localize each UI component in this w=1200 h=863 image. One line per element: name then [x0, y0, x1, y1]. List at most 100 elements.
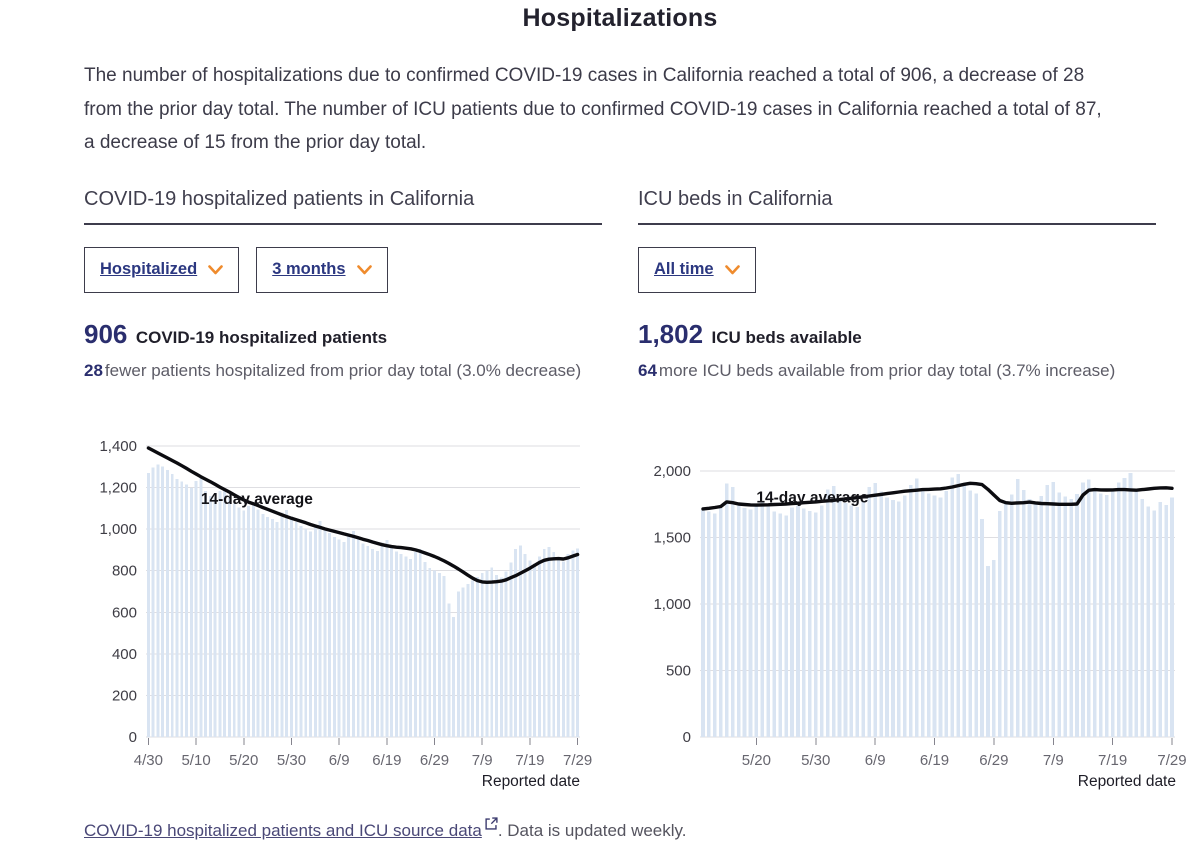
daily-bar[interactable] [825, 488, 830, 737]
daily-bar[interactable] [1152, 509, 1157, 737]
daily-bar[interactable] [557, 558, 561, 737]
daily-bar[interactable] [418, 548, 422, 737]
daily-bar[interactable] [914, 477, 919, 737]
daily-bar[interactable] [223, 487, 227, 737]
daily-bar[interactable] [1098, 493, 1103, 737]
daily-bar[interactable] [466, 583, 470, 737]
daily-bar[interactable] [180, 481, 184, 737]
daily-bar[interactable] [351, 530, 355, 737]
daily-bar[interactable] [873, 482, 877, 737]
daily-bar[interactable] [385, 539, 389, 737]
daily-bar[interactable] [1158, 501, 1162, 737]
daily-bar[interactable] [1093, 488, 1097, 737]
daily-bar[interactable] [294, 521, 298, 737]
daily-bar[interactable] [974, 493, 978, 737]
daily-bar[interactable] [1134, 488, 1139, 737]
daily-bar[interactable] [707, 511, 711, 737]
daily-bar[interactable] [289, 516, 293, 737]
daily-bar[interactable] [175, 478, 179, 737]
daily-bar[interactable] [843, 502, 848, 737]
daily-bar[interactable] [323, 527, 327, 737]
daily-bar[interactable] [514, 548, 518, 737]
daily-bar[interactable] [146, 472, 150, 737]
daily-bar[interactable] [796, 504, 800, 737]
daily-bar[interactable] [518, 544, 522, 737]
daily-bar[interactable] [1164, 504, 1168, 737]
daily-bar[interactable] [903, 495, 907, 737]
daily-bar[interactable] [1051, 481, 1056, 737]
daily-bar[interactable] [313, 524, 317, 737]
daily-bar[interactable] [433, 570, 437, 737]
daily-bar[interactable] [950, 476, 955, 737]
daily-bar[interactable] [356, 537, 360, 737]
daily-bar[interactable] [485, 569, 489, 737]
daily-bar[interactable] [156, 464, 160, 737]
daily-bar[interactable] [423, 561, 427, 737]
daily-bar[interactable] [218, 490, 222, 737]
daily-bar[interactable] [161, 465, 165, 737]
daily-bar[interactable] [509, 561, 513, 737]
daily-bar[interactable] [1027, 498, 1032, 737]
daily-bar[interactable] [304, 528, 308, 737]
daily-bar[interactable] [361, 543, 365, 737]
daily-bar[interactable] [1110, 490, 1115, 737]
daily-bar[interactable] [232, 503, 236, 737]
daily-bar[interactable] [347, 533, 351, 737]
daily-bar[interactable] [471, 580, 475, 737]
daily-bar[interactable] [1021, 489, 1026, 737]
daily-bar[interactable] [523, 553, 527, 737]
daily-bar[interactable] [802, 508, 806, 737]
daily-bar[interactable] [885, 497, 889, 737]
daily-bar[interactable] [962, 484, 967, 737]
daily-bar[interactable] [204, 490, 208, 737]
daily-bar[interactable] [194, 480, 198, 737]
daily-bar[interactable] [1003, 502, 1008, 737]
daily-bar[interactable] [428, 567, 432, 737]
daily-bar[interactable] [766, 505, 771, 737]
icu-time-range-dropdown[interactable]: All time [638, 246, 756, 293]
daily-bar[interactable] [275, 521, 279, 737]
daily-bar[interactable] [285, 509, 289, 737]
daily-bar[interactable] [849, 505, 854, 737]
daily-bar[interactable] [1015, 478, 1020, 737]
daily-bar[interactable] [528, 560, 532, 737]
time-range-dropdown[interactable]: 3 months [256, 246, 388, 293]
daily-bar[interactable] [542, 548, 546, 737]
daily-bar[interactable] [992, 559, 996, 737]
daily-bar[interactable] [1033, 500, 1038, 737]
daily-bar[interactable] [318, 520, 322, 737]
daily-bar[interactable] [371, 548, 375, 737]
daily-bar[interactable] [831, 485, 836, 737]
daily-bar[interactable] [986, 565, 990, 737]
daily-bar[interactable] [237, 506, 241, 737]
daily-bar[interactable] [1039, 495, 1044, 737]
daily-bar[interactable] [576, 548, 580, 737]
daily-bar[interactable] [813, 512, 818, 737]
daily-bar[interactable] [208, 495, 212, 737]
daily-bar[interactable] [926, 492, 931, 737]
daily-bar[interactable] [1170, 496, 1174, 737]
daily-bar[interactable] [366, 545, 370, 737]
daily-bar[interactable] [227, 497, 231, 737]
daily-bar[interactable] [1104, 494, 1109, 737]
daily-bar[interactable] [547, 546, 551, 737]
daily-bar[interactable] [256, 508, 260, 737]
daily-bar[interactable] [1075, 493, 1079, 737]
daily-bar[interactable] [1140, 498, 1145, 737]
daily-bar[interactable] [452, 616, 456, 737]
daily-bar[interactable] [1057, 491, 1062, 737]
daily-bar[interactable] [437, 572, 441, 737]
daily-bar[interactable] [1146, 506, 1151, 737]
daily-bar[interactable] [1122, 477, 1127, 737]
daily-bar[interactable] [861, 500, 866, 737]
daily-bar[interactable] [413, 551, 417, 737]
daily-bar[interactable] [375, 550, 379, 737]
daily-bar[interactable] [533, 562, 537, 737]
daily-bar[interactable] [328, 532, 332, 737]
daily-bar[interactable] [742, 507, 747, 737]
daily-bar[interactable] [170, 473, 174, 737]
daily-bar[interactable] [718, 507, 723, 737]
daily-bar[interactable] [837, 498, 842, 737]
daily-bar[interactable] [932, 495, 937, 737]
daily-bar[interactable] [280, 511, 284, 737]
